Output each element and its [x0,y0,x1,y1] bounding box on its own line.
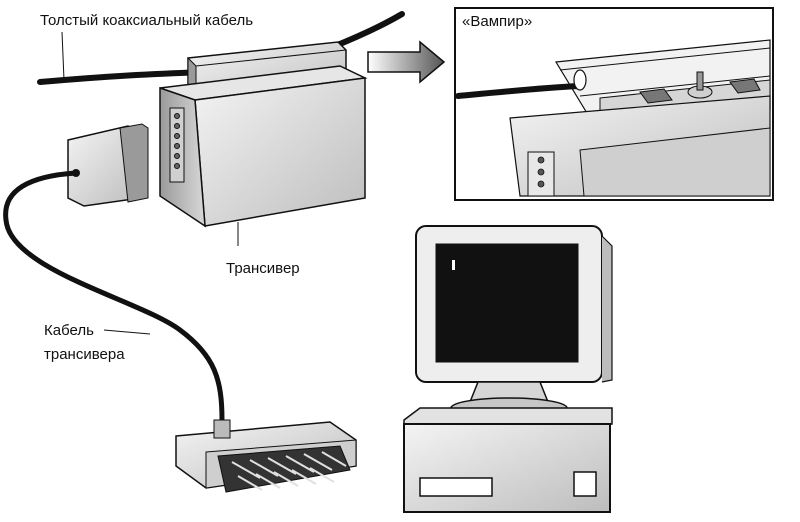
transceiver-cable-plug [67,123,149,207]
label-transceiver-cable-line2: трансивера [44,346,125,363]
db15-connector [175,419,357,493]
label-transceiver-cable-line1: Кабель [44,322,94,339]
label-transceiver: Трансивер [226,260,300,277]
system-unit [403,407,613,513]
floppy-drive-slot [419,477,493,497]
screen-cursor [452,260,455,270]
monitor-screen [435,243,579,363]
transceiver-port-pins [174,113,180,169]
vampire-tap-inset [454,7,774,201]
zoom-arrow [367,40,446,84]
label-thick-coax-cable: Толстый коаксиальный кабель [40,12,254,29]
power-button [573,471,597,497]
label-vampire-tap: «Вампир» [462,13,533,30]
monitor [415,225,613,419]
transceiver-unit [159,41,368,246]
transceiver-cable [3,170,225,423]
computer [403,225,613,513]
